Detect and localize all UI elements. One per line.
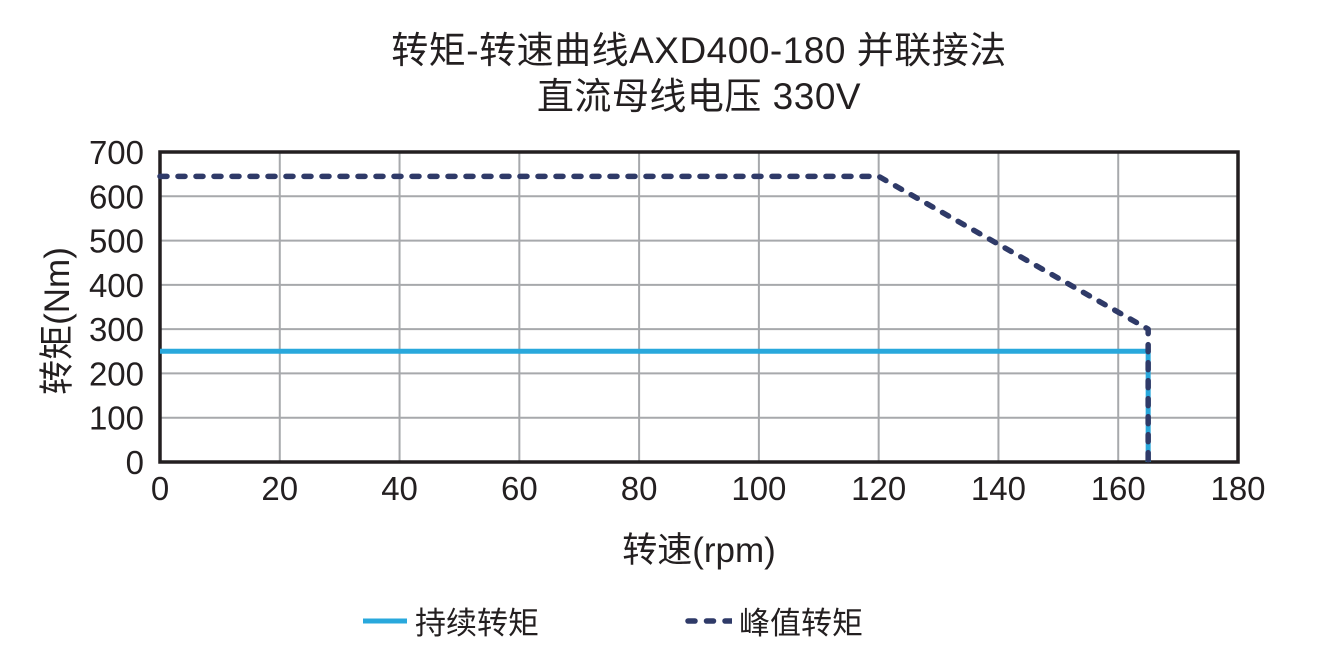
series-solid-line — [160, 348, 1151, 462]
y-axis-label: 转矩(Nm) — [38, 247, 77, 395]
y-tick-label: 100 — [89, 400, 144, 437]
series-dashed-line — [157, 173, 1151, 465]
chart-title-line2: 直流母线电压 330V — [536, 76, 862, 117]
x-tick-label: 80 — [621, 470, 658, 507]
chart-title-line1: 转矩-转速曲线AXD400-180 并联接法 — [391, 30, 1007, 71]
x-tick-label: 60 — [501, 470, 538, 507]
x-tick-label: 100 — [731, 470, 786, 507]
y-tick-label: 300 — [89, 311, 144, 348]
x-tick-label: 0 — [151, 470, 169, 507]
x-tick-label: 140 — [971, 470, 1026, 507]
legend-item-continuous-torque: 持续转矩 — [362, 598, 539, 643]
plot-border — [158, 150, 1240, 464]
dashed-line-icon — [685, 617, 732, 624]
x-axis-label: 转速(rpm) — [622, 531, 776, 570]
legend-label-continuous-torque: 持续转矩 — [415, 606, 539, 641]
legend-item-peak-torque: 峰值转矩 — [685, 598, 863, 643]
y-tick-label: 400 — [89, 267, 144, 304]
y-tick-label: 600 — [89, 178, 144, 215]
y-tick-label: 500 — [89, 223, 144, 260]
x-tick-label: 120 — [851, 470, 906, 507]
x-tick-label: 40 — [381, 470, 418, 507]
legend: 持续转矩 峰值转矩 — [362, 598, 863, 643]
y-tick-label: 200 — [89, 355, 144, 392]
solid-line-icon — [363, 618, 407, 623]
y-tick-label: 0 — [126, 444, 144, 481]
x-tick-label: 180 — [1210, 470, 1265, 507]
x-tick-label: 160 — [1091, 470, 1146, 507]
legend-label-peak-torque: 峰值转矩 — [739, 606, 863, 641]
y-tick-label: 700 — [89, 134, 144, 171]
x-tick-label: 20 — [261, 470, 298, 507]
